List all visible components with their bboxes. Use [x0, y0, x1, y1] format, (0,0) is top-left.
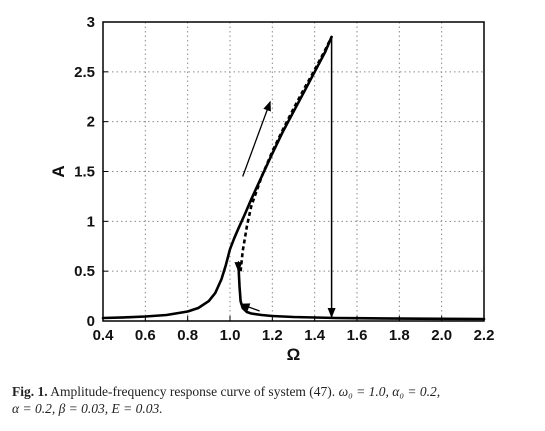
x-tick-label: 0.6 — [135, 327, 156, 344]
x-tick-label: 2.2 — [474, 327, 495, 344]
x-tick-label: 1.6 — [347, 327, 368, 344]
x-tick-label: 1.8 — [389, 327, 410, 344]
series-group — [101, 35, 486, 321]
series-line-1 — [101, 35, 333, 320]
y-tick-label: 3 — [87, 14, 95, 31]
x-tick-label: 1.4 — [304, 327, 326, 344]
x-tick-label: 1.2 — [262, 327, 283, 344]
series-line-2 — [239, 36, 333, 272]
y-tick-label: 0 — [87, 313, 95, 330]
x-axis-label: Ω — [287, 345, 301, 364]
y-axis-label: A — [49, 165, 68, 177]
caption-params-line2: α = 0.2, β = 0.03, E = 0.03. — [12, 401, 163, 416]
y-tick-label: 2.5 — [74, 64, 95, 81]
y-tick-label: 1 — [87, 213, 95, 230]
annotation-group — [234, 36, 336, 319]
x-tick-label: 0.8 — [177, 327, 198, 344]
series-line-3 — [237, 264, 486, 321]
grid — [103, 22, 484, 321]
direction-arrow-1 — [242, 100, 271, 177]
chart: 0.4 0.6 0.8 1.0 1.2 1.4 1.6 1.8 2.0 2.2 0 0.5 1 1.5 2 2… — [49, 14, 494, 364]
caption-fig-label: Fig. 1. — [12, 384, 48, 399]
x-tick-label: 2.0 — [431, 327, 452, 344]
y-tick-label: 1.5 — [74, 164, 95, 181]
figure-caption: Fig. 1. Amplitude-frequency response cur… — [12, 383, 536, 417]
caption-text: Amplitude-frequency response curve of sy… — [50, 384, 336, 399]
tick-group: 0.4 0.6 0.8 1.0 1.2 1.4 1.6 1.8 2.0 2.2 0 0.5 1 1.5 2 2… — [74, 14, 494, 344]
y-tick-label: 0.5 — [74, 263, 95, 280]
y-tick-label: 2 — [87, 114, 95, 131]
x-tick-label: 1.0 — [220, 327, 241, 344]
caption-params-line1: ω₀ = 1.0, α₀ = 0.2, — [338, 384, 441, 399]
x-tick-label: 0.4 — [93, 327, 115, 344]
direction-arrow-2 — [239, 303, 260, 312]
